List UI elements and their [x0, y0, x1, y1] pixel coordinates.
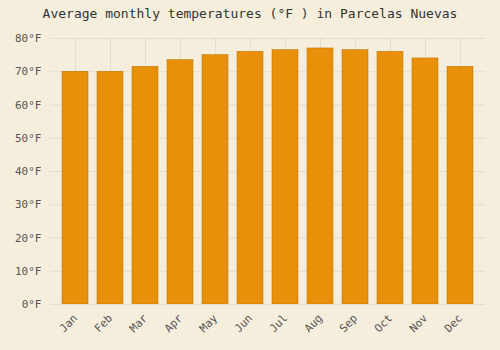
svg-text:Dec: Dec	[442, 312, 465, 335]
svg-text:30°F: 30°F	[15, 198, 42, 211]
svg-text:40°F: 40°F	[15, 165, 42, 178]
svg-text:Apr: Apr	[162, 311, 186, 335]
svg-text:80°F: 80°F	[15, 32, 42, 45]
svg-text:70°F: 70°F	[15, 65, 42, 78]
svg-text:Aug: Aug	[302, 312, 325, 335]
svg-text:50°F: 50°F	[15, 132, 42, 145]
svg-text:Mar: Mar	[127, 311, 151, 335]
svg-text:Sep: Sep	[337, 312, 360, 335]
svg-text:Jan: Jan	[57, 312, 80, 335]
svg-text:10°F: 10°F	[15, 265, 42, 278]
svg-text:Jun: Jun	[232, 312, 255, 335]
svg-text:60°F: 60°F	[15, 99, 42, 112]
html-text:Average monthly temperatures (: Average monthly temperatures (°F ) in Pa…	[42, 6, 458, 21]
svg-text:Jul: Jul	[267, 312, 290, 335]
svg-text:20°F: 20°F	[15, 232, 42, 245]
svg-text:Oct: Oct	[372, 312, 395, 335]
svg-text:Nov: Nov	[407, 311, 431, 335]
svg-text:0°F: 0°F	[22, 298, 42, 311]
svg-text:May: May	[197, 311, 221, 335]
svg-text:Feb: Feb	[92, 312, 115, 335]
